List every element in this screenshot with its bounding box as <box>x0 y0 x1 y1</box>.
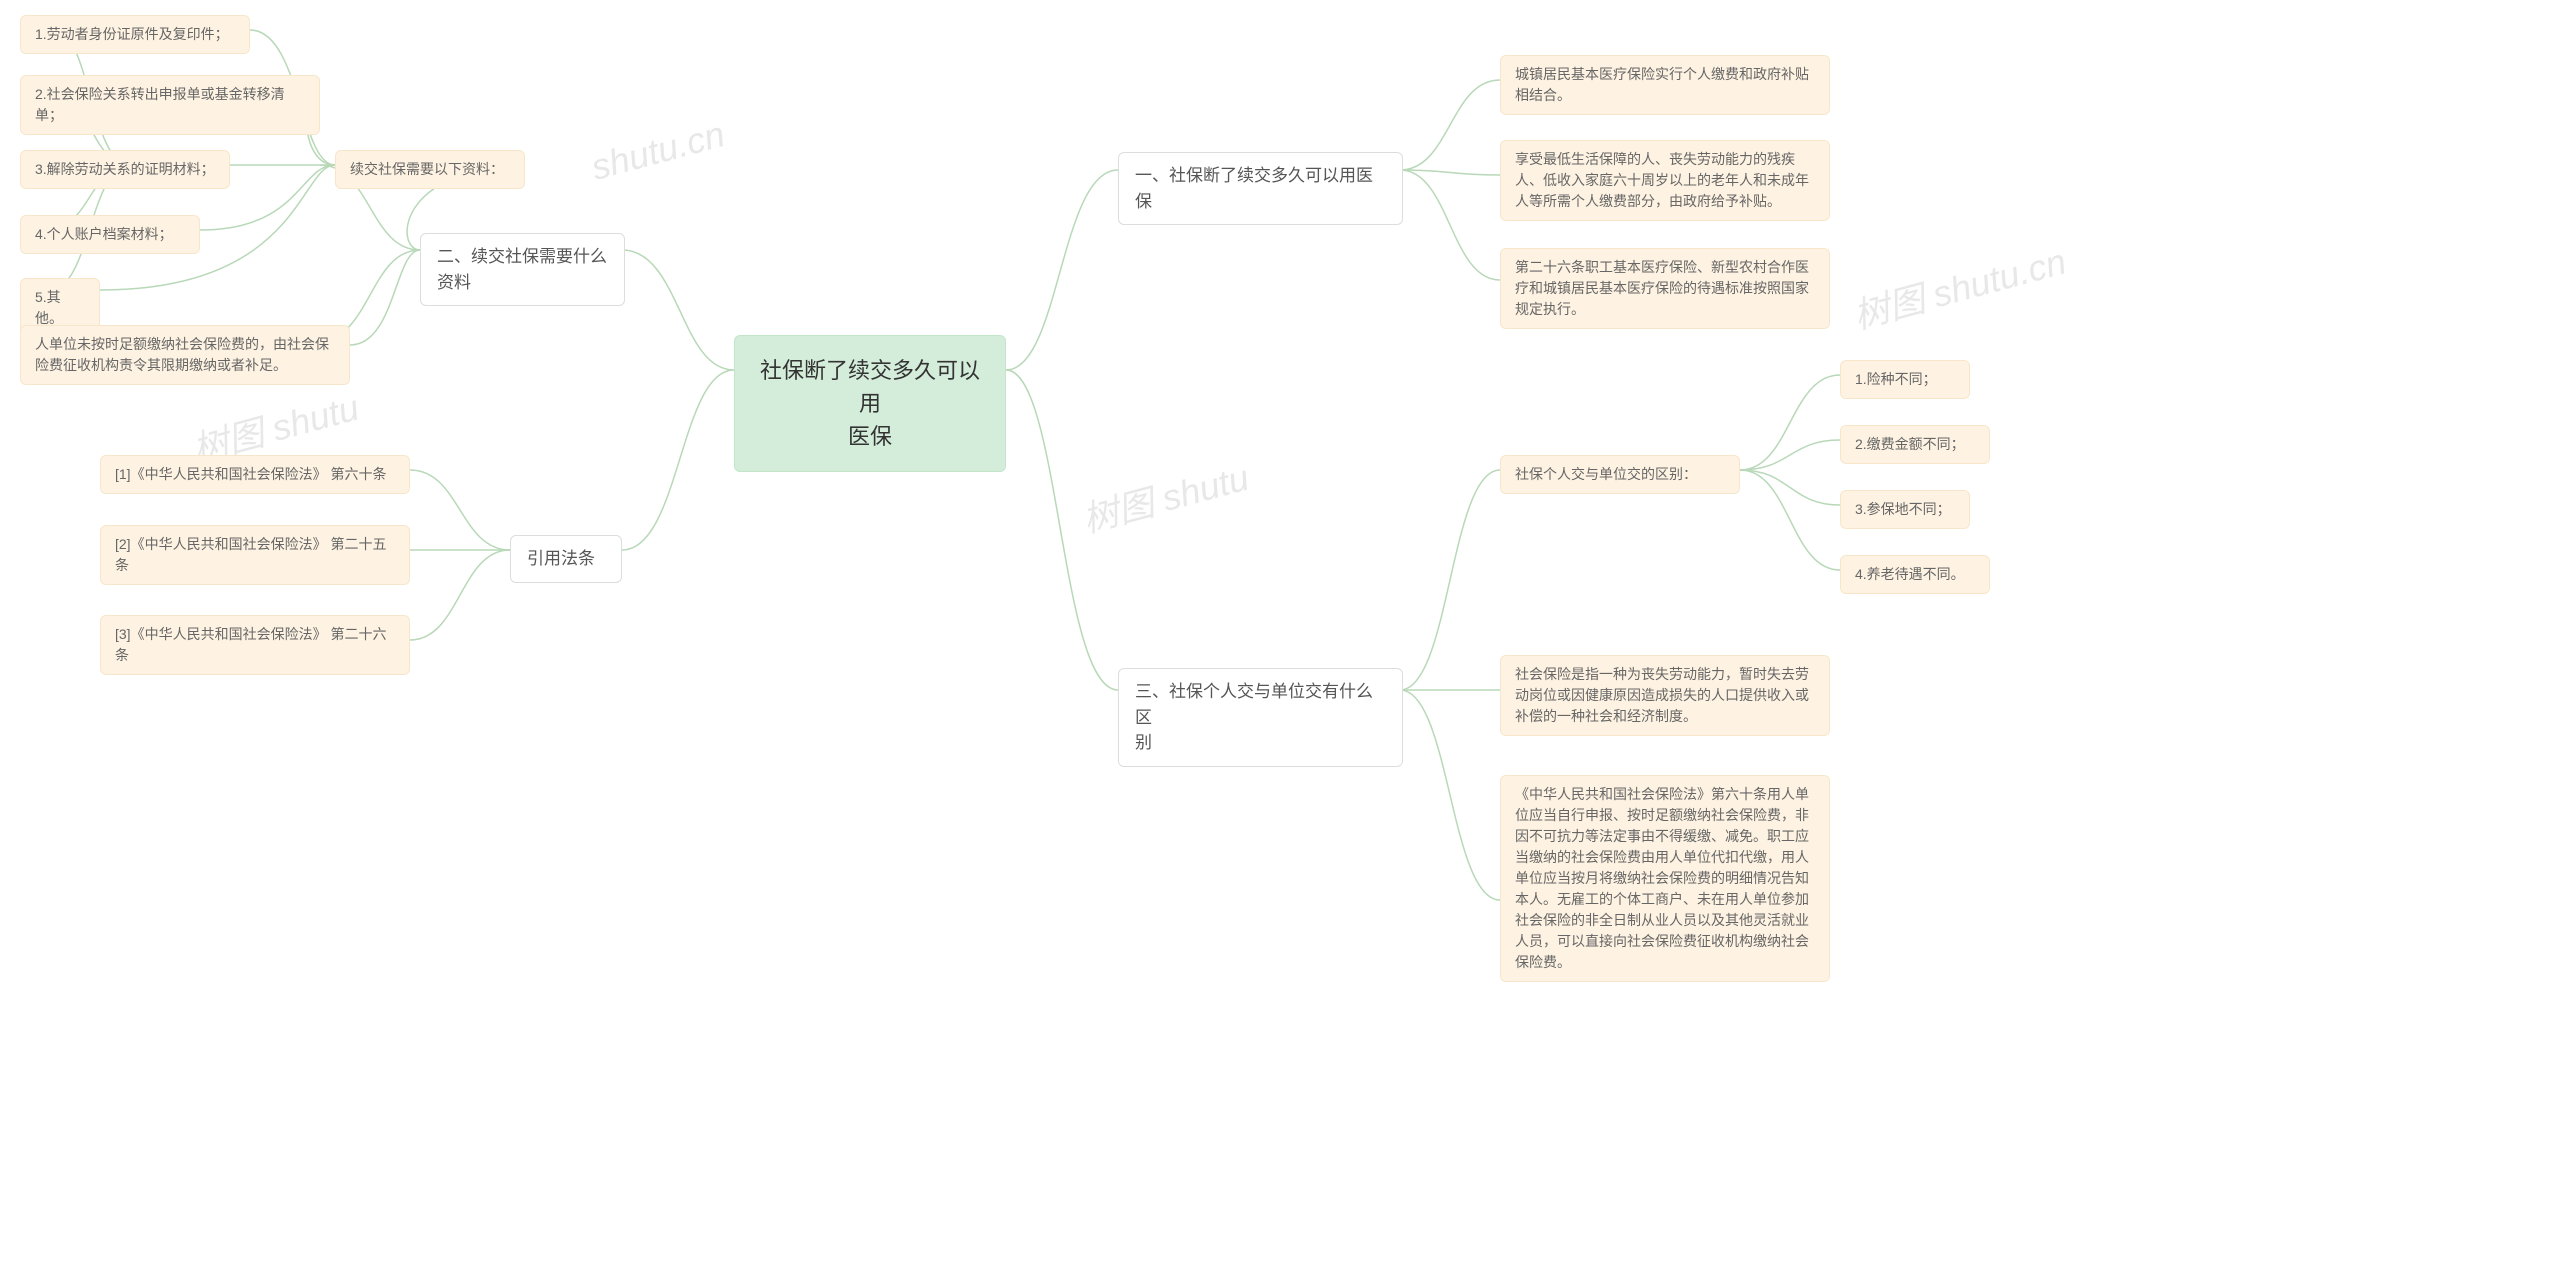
branch-2-sub-leaf-3: 4.个人账户档案材料； <box>20 215 200 254</box>
branch-1-leaf-1: 享受最低生活保障的人、丧失劳动能力的残疾人、低收入家庭六十周岁以上的老年人和未成… <box>1500 140 1830 221</box>
branch-3-sub-leaf-3: 4.养老待遇不同。 <box>1840 555 1990 594</box>
branch-1-leaf-0: 城镇居民基本医疗保险实行个人缴费和政府补贴相结合。 <box>1500 55 1830 115</box>
branch-2-extra: 人单位未按时足额缴纳社会保险费的，由社会保险费征收机构责令其限期缴纳或者补足。 <box>20 325 350 385</box>
branch-3: 三、社保个人交与单位交有什么区 别 <box>1118 668 1403 767</box>
branch-1-leaf-2: 第二十六条职工基本医疗保险、新型农村合作医疗和城镇居民基本医疗保险的待遇标准按照… <box>1500 248 1830 329</box>
branch-3-leaf-1: 《中华人民共和国社会保险法》第六十条用人单位应当自行申报、按时足额缴纳社会保险费… <box>1500 775 1830 982</box>
branch-2-sub-leaf-1: 2.社会保险关系转出申报单或基金转移清单； <box>20 75 320 135</box>
branch-2-sub-leaf-2: 3.解除劳动关系的证明材料； <box>20 150 230 189</box>
root-node: 社保断了续交多久可以用 医保 <box>734 335 1006 472</box>
watermark: shutu.cn <box>587 113 729 189</box>
branch-1: 一、社保断了续交多久可以用医保 <box>1118 152 1403 225</box>
branch-2: 二、续交社保需要什么资料 <box>420 233 625 306</box>
branch-3-sub-leaf-0: 1.险种不同； <box>1840 360 1970 399</box>
branch-2-sub: 续交社保需要以下资料： <box>335 150 525 189</box>
branch-cite: 引用法条 <box>510 535 622 583</box>
branch-3-sub-leaf-2: 3.参保地不同； <box>1840 490 1970 529</box>
watermark: 树图 shutu.cn <box>1847 233 2071 340</box>
branch-cite-leaf-0: [1]《中华人民共和国社会保险法》 第六十条 <box>100 455 410 494</box>
branch-3-sub: 社保个人交与单位交的区别： <box>1500 455 1740 494</box>
branch-cite-leaf-2: [3]《中华人民共和国社会保险法》 第二十六条 <box>100 615 410 675</box>
watermark: 树图 shutu <box>1076 449 1254 543</box>
branch-2-sub-leaf-0: 1.劳动者身份证原件及复印件； <box>20 15 250 54</box>
branch-3-sub-leaf-1: 2.缴费金额不同； <box>1840 425 1990 464</box>
branch-cite-leaf-1: [2]《中华人民共和国社会保险法》 第二十五条 <box>100 525 410 585</box>
branch-3-leaf-0: 社会保险是指一种为丧失劳动能力，暂时失去劳动岗位或因健康原因造成损失的人口提供收… <box>1500 655 1830 736</box>
